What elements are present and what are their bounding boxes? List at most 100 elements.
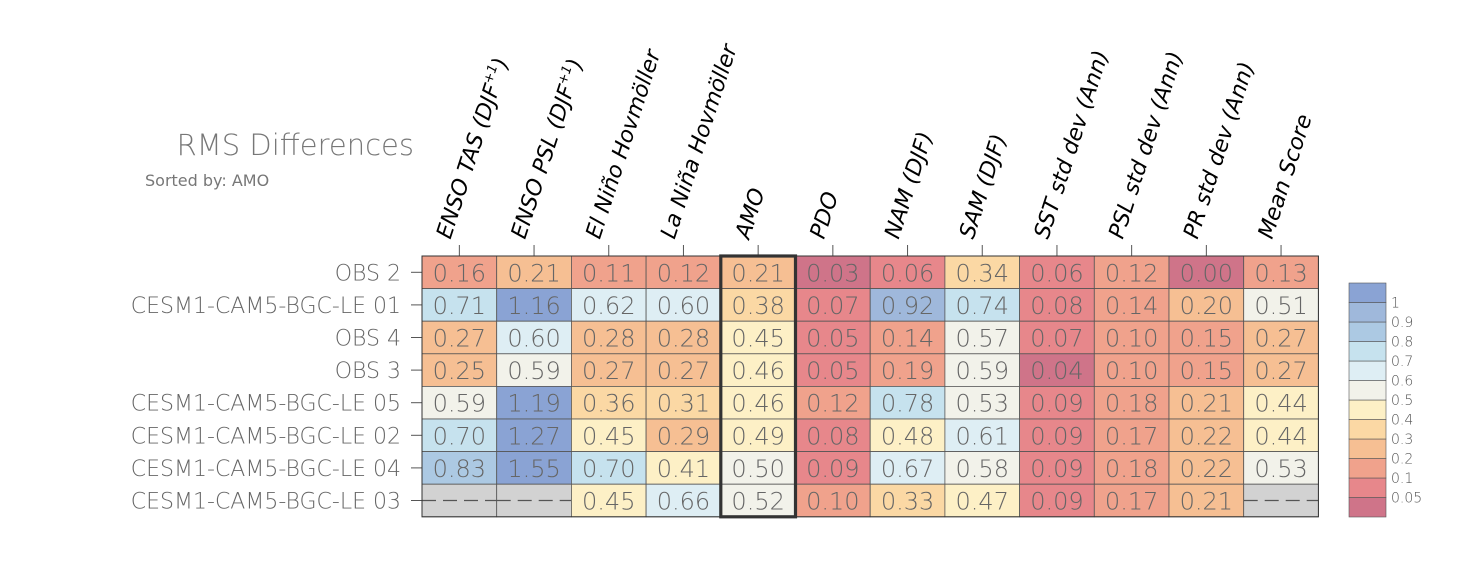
heatmap-cell [571, 451, 647, 485]
column-label: ENSO PSL (DJF+1) [506, 55, 589, 241]
column-label: Mean Score [1254, 111, 1318, 241]
cell-value-label: 0.27 [1254, 325, 1307, 353]
heatmap-cell [1019, 451, 1095, 485]
column-labels: ENSO TAS (DJF+1)ENSO PSL (DJF+1)El Niño … [432, 40, 1318, 256]
row-label: OBS 2 [335, 261, 401, 286]
colorbar-segment [1348, 399, 1387, 420]
cell-value-label: 0.60 [657, 292, 710, 320]
cell-value-label: 0.22 [1180, 455, 1233, 483]
heatmap-cell [1019, 320, 1095, 355]
heatmap-cell [795, 483, 871, 518]
column-label: PSL std dev (Ann) [1105, 49, 1189, 242]
cell-value-label: 1.27 [507, 422, 560, 450]
colorbar-label: 0.5 [1391, 393, 1413, 409]
colorbar-label: 1 [1391, 296, 1400, 312]
cell-value-label: 0.53 [1254, 455, 1307, 483]
heatmap-cell [496, 451, 572, 485]
colorbar-segment [1348, 302, 1387, 323]
cell-value-label: 0.29 [657, 422, 710, 450]
column-label: SST std dev (Ann) [1030, 47, 1114, 241]
colorbar-label: 0.05 [1391, 491, 1422, 507]
column-label: SAM (DJF) [955, 131, 1012, 242]
cell-value-label: 0.17 [1105, 488, 1158, 516]
cell-value-label: 0.38 [731, 292, 784, 320]
cell-value-label: 0.28 [582, 325, 635, 353]
cell-value-label: 0.21 [1180, 390, 1233, 418]
cell-value-label: 0.12 [806, 390, 859, 418]
cell-value-label: 0.27 [657, 357, 710, 385]
heatmap-cell [944, 451, 1021, 485]
cell-value-label: 0.21 [507, 259, 560, 287]
cell-value-label: 0.09 [1030, 488, 1083, 516]
cell-value-label: 0.09 [806, 455, 859, 483]
heatmap-cell [496, 353, 572, 387]
cell-value-label: 0.46 [731, 357, 784, 385]
cell-value-label: 0.66 [657, 488, 710, 516]
cell-value-label: 0.74 [956, 292, 1009, 320]
cell-value-label: 0.61 [956, 422, 1009, 450]
heatmap-cell [1093, 255, 1170, 289]
cell-value-label: 0.44 [1254, 422, 1307, 450]
cell-value-label: 0.59 [433, 390, 486, 418]
cell-value-label: 0.44 [1254, 390, 1307, 418]
cell-value-label: 0.47 [956, 488, 1009, 516]
colorbar-segment [1348, 282, 1387, 303]
cell-value-label: 0.28 [657, 325, 710, 353]
cell-value-label: 0.09 [1030, 422, 1083, 450]
row-label: OBS 3 [335, 359, 401, 384]
heatmap-cell [421, 418, 498, 452]
cell-value-label: 0.05 [806, 357, 859, 385]
cell-value-label: 0.52 [731, 488, 784, 516]
heatmap-cell [1168, 385, 1245, 420]
cell-value-label: 0.67 [881, 455, 934, 483]
heatmap-cell [869, 451, 946, 485]
cell-value-label: 0.08 [806, 422, 859, 450]
heatmap-cell [1093, 451, 1170, 485]
cell-value-label: 0.05 [806, 325, 859, 353]
cell-value-label: 0.70 [582, 455, 635, 483]
heatmap-cell [645, 288, 722, 322]
heatmap-cell [1093, 353, 1170, 387]
cell-value-label: 0.17 [1105, 422, 1158, 450]
cell-value-label: 0.10 [806, 488, 859, 516]
cell-value-label: 0.21 [1180, 488, 1233, 516]
row-label: CESM1-CAM5-BGC-LE 05 [131, 392, 401, 417]
cell-value-label: 1.55 [507, 455, 560, 483]
colorbar-segment [1348, 380, 1387, 401]
cell-value-label: 0.49 [731, 422, 784, 450]
heatmap-cell [1093, 320, 1170, 355]
heatmap-cell [869, 483, 946, 518]
heatmap-cell [421, 288, 498, 322]
heatmap-cell [795, 320, 871, 355]
heatmap-cell [869, 320, 946, 355]
heatmap-cells: 0.16 0.21 0.11 0.12 0.21 0.03 0.06 0.34 0.06 0.12… [421, 254, 1319, 519]
cell-value-label: 0.36 [582, 390, 635, 418]
heatmap-cell [571, 255, 647, 289]
cell-value-label: 0.07 [1030, 325, 1083, 353]
cell-value-label: 0.78 [881, 390, 934, 418]
heatmap-cell [645, 385, 722, 420]
heatmap-cell [944, 385, 1021, 420]
heatmap-cell [571, 418, 647, 452]
cell-value-label: 0.33 [881, 488, 934, 516]
cell-value-label: 0.12 [1105, 259, 1158, 287]
cell-value-label: 0.21 [731, 259, 784, 287]
heatmap-cell [645, 353, 722, 387]
cell-value-label: 0.14 [1105, 292, 1158, 320]
cell-value-label: 0.71 [433, 292, 486, 320]
row-label: CESM1-CAM5-BGC-LE 04 [131, 457, 401, 482]
heatmap-cell [869, 418, 946, 452]
colorbar-segment [1348, 419, 1387, 440]
heatmap-cell [869, 385, 946, 420]
cell-value-label: 0.09 [1030, 390, 1083, 418]
cell-value-label: 0.48 [881, 422, 934, 450]
cell-value-label: 0.04 [1030, 357, 1083, 385]
heatmap-cell [496, 288, 572, 322]
chart-subtitle: Sorted by: AMO [145, 171, 269, 190]
cell-value-label: 1.19 [507, 390, 560, 418]
grid-border [421, 255, 1319, 518]
heatmap-cell [795, 353, 871, 387]
colorbar-segment [1348, 321, 1387, 342]
cell-value-label: 0.25 [433, 357, 486, 385]
